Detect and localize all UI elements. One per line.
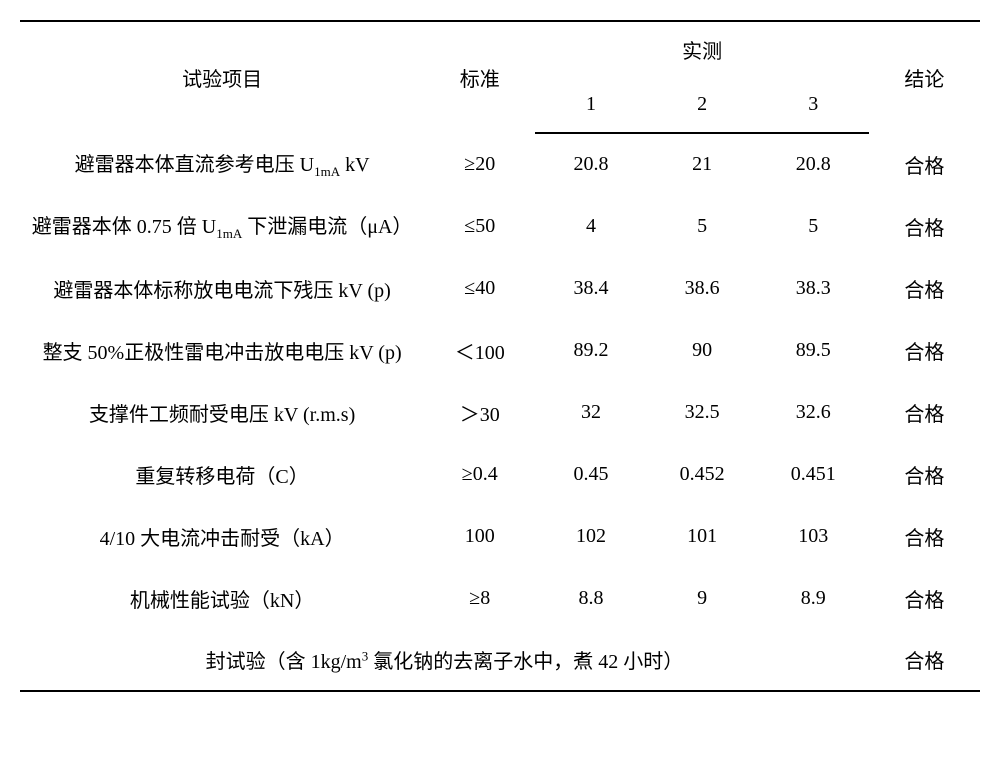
item-cell: 整支 50%正极性雷电冲击放电电压 kV (p)	[20, 319, 424, 381]
m1-cell: 38.4	[535, 257, 646, 319]
m1-cell: 20.8	[535, 133, 646, 195]
m3-cell: 103	[758, 505, 869, 567]
std-cell: ≥8	[424, 567, 535, 629]
hdr-item: 试验项目	[20, 21, 424, 133]
m1-cell: 89.2	[535, 319, 646, 381]
item-cell: 4/10 大电流冲击耐受（kA）	[20, 505, 424, 567]
test-results-table: 试验项目 标准 实测 结论 1 2 3 避雷器本体直流参考电压 U1mA kV …	[20, 20, 980, 692]
item-text: 下泄漏电流（μA）	[242, 216, 412, 238]
res-cell: 合格	[869, 629, 980, 691]
item-text: 氯化钠的去离子水中，煮 42 小时）	[368, 651, 683, 673]
m1-cell: 8.8	[535, 567, 646, 629]
table-row: 支撑件工频耐受电压 kV (r.m.s) ＞30 32 32.5 32.6 合格	[20, 381, 980, 443]
std-cell: ≥20	[424, 133, 535, 195]
item-cell: 重复转移电荷（C）	[20, 443, 424, 505]
header-row-1: 试验项目 标准 实测 结论	[20, 21, 980, 77]
table-row: 重复转移电荷（C） ≥0.4 0.45 0.452 0.451 合格	[20, 443, 980, 505]
item-sub: 1mA	[314, 164, 340, 179]
table-row: 4/10 大电流冲击耐受（kA） 100 102 101 103 合格	[20, 505, 980, 567]
m3-cell: 32.6	[758, 381, 869, 443]
m2-cell: 9	[647, 567, 758, 629]
table-row: 机械性能试验（kN） ≥8 8.8 9 8.9 合格	[20, 567, 980, 629]
res-cell: 合格	[869, 257, 980, 319]
item-cell: 避雷器本体直流参考电压 U1mA kV	[20, 133, 424, 195]
m2-cell: 0.452	[647, 443, 758, 505]
m1-cell: 32	[535, 381, 646, 443]
table-row-last: 封试验（含 1kg/m3 氯化钠的去离子水中，煮 42 小时） 合格	[20, 629, 980, 691]
m2-cell: 32.5	[647, 381, 758, 443]
res-cell: 合格	[869, 319, 980, 381]
res-cell: 合格	[869, 381, 980, 443]
m2-cell: 21	[647, 133, 758, 195]
item-cell: 避雷器本体标称放电电流下残压 kV (p)	[20, 257, 424, 319]
res-cell: 合格	[869, 133, 980, 195]
std-cell: ≤40	[424, 257, 535, 319]
res-cell: 合格	[869, 505, 980, 567]
res-cell: 合格	[869, 567, 980, 629]
hdr-standard: 标准	[424, 21, 535, 133]
std-cell: ＞30	[424, 381, 535, 443]
m3-cell: 0.451	[758, 443, 869, 505]
table-row: 整支 50%正极性雷电冲击放电电压 kV (p) ＜100 89.2 90 89…	[20, 319, 980, 381]
m1-cell: 4	[535, 195, 646, 257]
item-cell: 避雷器本体 0.75 倍 U1mA 下泄漏电流（μA）	[20, 195, 424, 257]
std-cell: 100	[424, 505, 535, 567]
item-cell: 支撑件工频耐受电压 kV (r.m.s)	[20, 381, 424, 443]
item-text: kV	[340, 154, 369, 176]
m1-cell: 0.45	[535, 443, 646, 505]
m2-cell: 101	[647, 505, 758, 567]
hdr-m1: 1	[535, 77, 646, 133]
m1-cell: 102	[535, 505, 646, 567]
hdr-result: 结论	[869, 21, 980, 133]
item-text: 避雷器本体 0.75 倍 U	[32, 216, 216, 238]
item-cell: 机械性能试验（kN）	[20, 567, 424, 629]
table-row: 避雷器本体标称放电电流下残压 kV (p) ≤40 38.4 38.6 38.3…	[20, 257, 980, 319]
m3-cell: 89.5	[758, 319, 869, 381]
item-sub: 1mA	[216, 226, 242, 241]
table-row: 避雷器本体 0.75 倍 U1mA 下泄漏电流（μA） ≤50 4 5 5 合格	[20, 195, 980, 257]
res-cell: 合格	[869, 443, 980, 505]
hdr-measured: 实测	[535, 21, 868, 77]
item-cell: 封试验（含 1kg/m3 氯化钠的去离子水中，煮 42 小时）	[20, 629, 869, 691]
m3-cell: 8.9	[758, 567, 869, 629]
res-cell: 合格	[869, 195, 980, 257]
std-cell: ≥0.4	[424, 443, 535, 505]
m2-cell: 5	[647, 195, 758, 257]
m2-cell: 38.6	[647, 257, 758, 319]
m3-cell: 20.8	[758, 133, 869, 195]
hdr-m2: 2	[647, 77, 758, 133]
m2-cell: 90	[647, 319, 758, 381]
std-cell: ＜100	[424, 319, 535, 381]
item-text: 封试验（含 1kg/m	[206, 651, 362, 673]
m3-cell: 5	[758, 195, 869, 257]
table-row: 避雷器本体直流参考电压 U1mA kV ≥20 20.8 21 20.8 合格	[20, 133, 980, 195]
item-text: 避雷器本体直流参考电压 U	[75, 154, 314, 176]
std-cell: ≤50	[424, 195, 535, 257]
hdr-m3: 3	[758, 77, 869, 133]
m3-cell: 38.3	[758, 257, 869, 319]
